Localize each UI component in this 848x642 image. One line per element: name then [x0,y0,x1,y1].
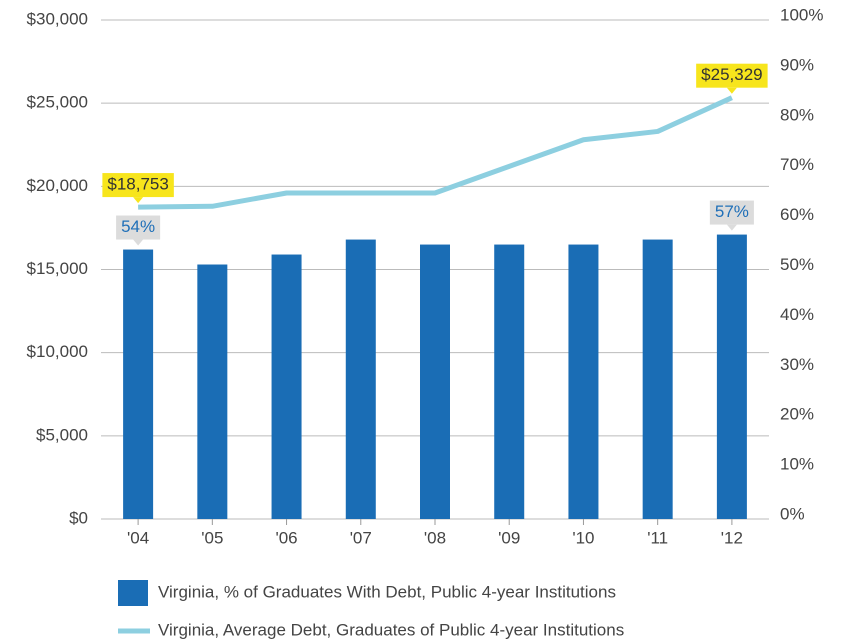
legend-swatch [118,580,148,606]
bar [494,244,525,520]
data-label-box [696,63,768,88]
y2-tick-label: 30% [780,355,814,374]
x-tick-label: '12 [721,528,743,547]
y-tick-label: $15,000 [27,259,88,278]
y2-tick-label: 50% [780,255,814,274]
line [138,95,733,210]
bar [123,249,154,520]
data-label-box [709,200,754,225]
y-tick-label: $30,000 [27,9,88,28]
y2-tick-label: 60% [780,205,814,224]
y2-tick-label: 20% [780,405,814,424]
bar [271,254,302,519]
y2-tick-label: 40% [780,305,814,324]
data-label-pointer [726,224,737,231]
y2-tick-label: 10% [780,455,814,474]
y-tick-label: $20,000 [27,176,88,195]
y-tick-label: $0 [69,508,88,527]
data-label: 57% [715,202,749,221]
x-tick-label: '08 [424,528,446,547]
legend-label: Virginia, Average Debt, Graduates of Pub… [158,620,624,639]
bar [642,239,673,519]
legend-label: Virginia, % of Graduates With Debt, Publ… [158,582,616,601]
x-tick-label: '05 [201,528,223,547]
x-tick-label: '11 [647,528,668,547]
y2-tick-label: 90% [780,55,814,74]
x-tick-label: '07 [350,528,372,547]
data-label-box [116,215,161,240]
bar [420,244,450,520]
y-tick-label: $10,000 [27,342,88,361]
x-tick-label: '06 [275,528,297,547]
data-label: $18,753 [107,175,168,194]
bar [716,234,747,519]
y2-tick-label: 80% [780,105,814,124]
y2-tick-label: 0% [780,504,805,523]
y2-tick-label: 100% [780,5,823,24]
y2-tick-label: 70% [780,155,814,174]
bar [568,244,599,520]
data-label-box [102,173,174,198]
y-tick-label: $5,000 [36,425,88,444]
data-label: 54% [121,217,155,236]
x-tick-label: '04 [127,528,149,547]
data-label-pointer [726,87,737,94]
x-tick-label: '10 [572,528,594,547]
data-label: $25,329 [701,65,762,84]
y-tick-label: $25,000 [27,93,88,112]
bar [345,239,376,519]
data-label-pointer [133,239,144,246]
bar [197,264,228,519]
x-tick-label: '09 [498,528,520,547]
data-label-pointer [133,197,144,204]
